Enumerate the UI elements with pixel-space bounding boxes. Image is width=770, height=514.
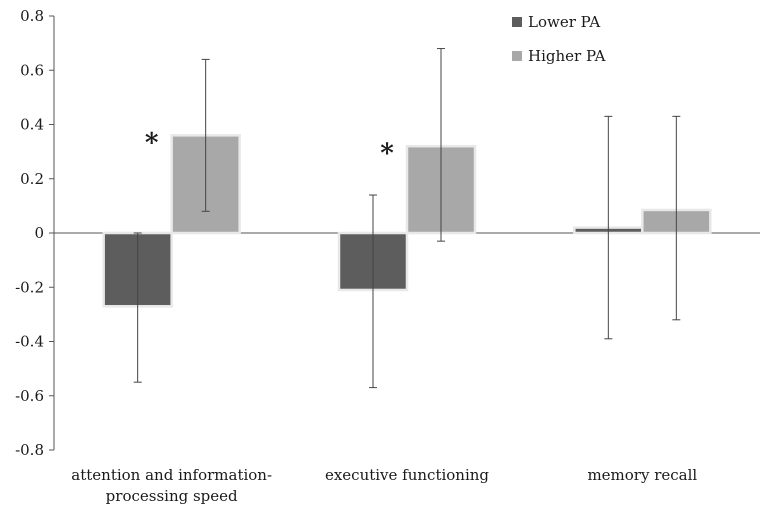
x-category-label: memory recall — [587, 466, 697, 484]
legend: Lower PA Higher PA — [512, 13, 606, 65]
significance-marker: * — [145, 128, 159, 158]
x-category-label: attention and information- — [71, 466, 272, 484]
labels: attention and information-processing spe… — [71, 128, 697, 505]
y-tick-label: -0.4 — [15, 333, 44, 351]
error-bars — [133, 48, 681, 389]
x-category-label: processing speed — [106, 487, 238, 505]
significance-marker: * — [380, 139, 394, 169]
y-tick-label: -0.8 — [15, 441, 44, 459]
y-tick-label: 0 — [34, 224, 44, 242]
legend-label: Higher PA — [528, 47, 606, 65]
y-tick-label: 0.2 — [20, 170, 44, 188]
bars — [102, 134, 712, 308]
legend-swatch-lower-pa — [512, 17, 522, 27]
x-category-label: executive functioning — [325, 466, 489, 484]
y-tick-label: 0.4 — [20, 116, 44, 134]
legend-label: Lower PA — [528, 13, 600, 31]
y-tick-label: -0.2 — [15, 278, 44, 296]
y-tick-label: 0.6 — [20, 61, 44, 79]
y-tick-label: -0.6 — [15, 387, 44, 405]
y-tick-label: 0.8 — [20, 7, 44, 25]
legend-swatch-higher-pa — [512, 51, 522, 61]
